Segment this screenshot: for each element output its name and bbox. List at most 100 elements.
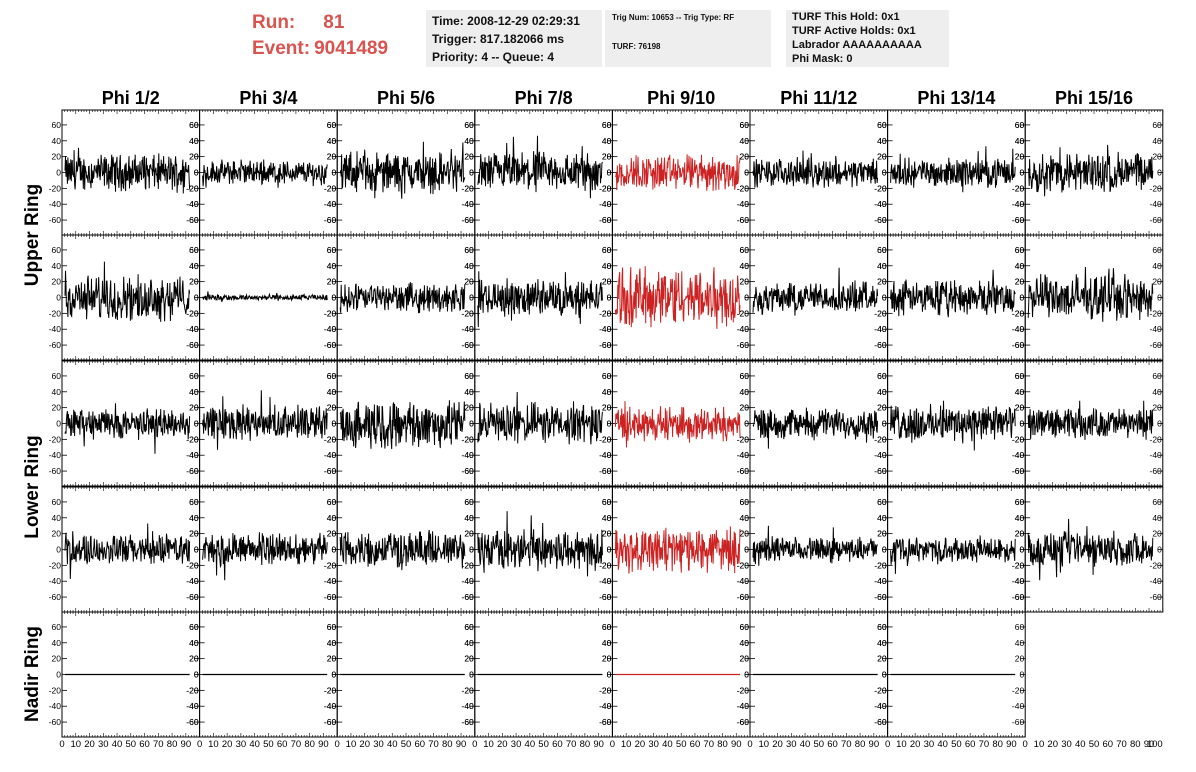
y-tick-label: -60 (737, 466, 750, 476)
y-tick-label: -20 (737, 685, 750, 695)
waveform-panel: -60 -60 -40 -40 -20 -20 0 0 20 20 40 40 60 60 (1012, 486, 1164, 613)
y-tick-label: 40 (464, 513, 474, 523)
y-tick-label: 0 (744, 670, 749, 680)
y-tick-label: -20 (462, 434, 475, 444)
y-tick-label: 0 (469, 670, 474, 680)
y-tick-label: 20 (327, 277, 337, 287)
y-tick-label: 20 (464, 529, 474, 539)
column-title: Phi 15/16 (1055, 88, 1133, 108)
y-tick-label: 40 (740, 136, 750, 146)
y-tick-label: 0 (607, 545, 612, 555)
y-tick-label: -40 (324, 701, 337, 711)
y-tick-label: 60 (464, 120, 474, 130)
y-tick-label: -40 (737, 199, 750, 209)
y-tick-label: 0 (331, 545, 336, 555)
y-tick-label: 0 (194, 670, 199, 680)
y-tick-label: -20 (599, 183, 612, 193)
y-tick-label: 40 (1152, 513, 1162, 523)
y-tick-label: 40 (327, 513, 337, 523)
y-tick-label: 40 (740, 638, 750, 648)
y-tick-label: -60 (186, 466, 199, 476)
y-tick-label: 60 (1152, 245, 1162, 255)
y-tick-label: -40 (1150, 324, 1163, 334)
waveform-panel: -60 -60 -40 -40 -20 -20 0 0 20 20 40 40 60 60 (737, 234, 889, 361)
y-tick-label: 20 (877, 403, 887, 413)
y-tick-label: -40 (599, 701, 612, 711)
y-tick-label: -40 (186, 701, 199, 711)
y-tick-label: 20 (189, 277, 199, 287)
y-tick-label: 60 (327, 245, 337, 255)
y-tick-label: -40 (599, 324, 612, 334)
waveform-trace (202, 532, 328, 581)
y-tick-label: -60 (1012, 466, 1025, 476)
y-tick-label: 0 (1157, 545, 1162, 555)
y-tick-label: 0 (882, 293, 887, 303)
y-tick-label: -40 (1012, 324, 1025, 334)
y-tick-label: -20 (737, 308, 750, 318)
y-tick-label: -20 (186, 685, 199, 695)
time-info-box: Time: 2008-12-29 02:29:31 Trigger: 817.1… (426, 10, 602, 67)
y-tick-label: 60 (327, 120, 337, 130)
y-tick-label: 0 (331, 670, 336, 680)
y-tick-label: 40 (877, 136, 887, 146)
y-tick-label: 60 (877, 245, 887, 255)
y-tick-label: -60 (874, 340, 887, 350)
phi-mask-text: Phi Mask: 0 (792, 53, 853, 65)
y-tick-label: -20 (874, 308, 887, 318)
waveform-trace (1027, 400, 1154, 440)
y-tick-label: 40 (464, 261, 474, 271)
y-tick-label: -60 (1012, 592, 1025, 602)
y-tick-label: 0 (882, 419, 887, 429)
y-tick-label: 0 (882, 419, 887, 429)
waveform-panel: -60 -60 -40 -40 -20 -20 0 0 20 20 40 40 60 60 (874, 109, 1026, 236)
y-tick-label: 0 (744, 293, 749, 303)
y-tick-label: -40 (874, 701, 887, 711)
y-tick-label: 0 (469, 293, 474, 303)
y-tick-label: 0 (469, 168, 474, 178)
y-tick-label: 20 (52, 277, 62, 287)
y-tick-label: -60 (186, 466, 199, 476)
y-tick-label: 40 (1015, 387, 1025, 397)
y-tick-label: 60 (877, 120, 887, 130)
waveform-panel: -60 -60 -40 -40 -20 -20 0 0 20 20 40 40 60 60 (49, 360, 201, 487)
y-tick-label: 20 (327, 654, 337, 664)
y-tick-label: 0 (331, 419, 336, 429)
y-tick-label: 20 (602, 277, 612, 287)
y-tick-label: 0 (56, 545, 61, 555)
y-tick-label: -60 (462, 340, 475, 350)
y-tick-label: -40 (186, 324, 199, 334)
y-tick-label: -20 (874, 434, 887, 444)
waveform-trace (202, 390, 328, 450)
y-tick-label: 40 (189, 513, 199, 523)
y-tick-label: -60 (874, 340, 887, 350)
y-tick-label: 40 (602, 387, 612, 397)
y-tick-label: -20 (324, 560, 337, 570)
y-tick-label: 20 (189, 403, 199, 413)
y-tick-label: -60 (186, 717, 199, 727)
y-tick-label: 40 (327, 261, 337, 271)
y-tick-label: 20 (1015, 152, 1025, 162)
y-tick-label: 60 (189, 245, 199, 255)
y-tick-label: 20 (327, 277, 337, 287)
y-tick-label: 20 (1015, 152, 1025, 162)
y-tick-label: 60 (877, 371, 887, 381)
y-tick-label: -40 (462, 701, 475, 711)
waveform-panel: -60 -60 -40 -40 -20 -20 0 0 20 20 40 40 60 60 (737, 360, 889, 487)
waveform-panel: -60 -60 -40 -40 -20 -20 0 0 20 20 40 40 60 60 (462, 234, 613, 361)
y-tick-label: -40 (1150, 199, 1163, 209)
y-tick-label: 20 (877, 529, 887, 539)
y-tick-label: -40 (737, 450, 750, 460)
y-tick-label: -20 (737, 434, 750, 444)
y-tick-label: -60 (186, 215, 199, 225)
y-tick-label: 60 (602, 622, 612, 632)
y-tick-label: -60 (324, 215, 337, 225)
y-tick-label: 0 (882, 545, 887, 555)
y-tick-label: 20 (1152, 529, 1162, 539)
y-tick-label: 40 (1152, 136, 1162, 146)
y-tick-label: -40 (599, 701, 612, 711)
column-title: Phi 7/8 (515, 88, 573, 108)
y-tick-label: 20 (189, 152, 199, 162)
y-tick-label: 0 (56, 670, 61, 680)
waveform-trace (614, 266, 741, 329)
